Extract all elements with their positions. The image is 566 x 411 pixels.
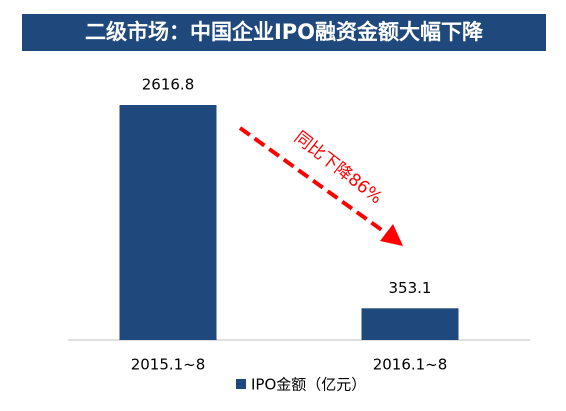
annotation-arrow	[238, 126, 392, 238]
x-tick-label: 2016.1~8	[373, 356, 448, 374]
value-label: 353.1	[389, 279, 432, 297]
title-banner	[22, 14, 546, 51]
arrow-head	[380, 224, 403, 246]
value-label: 2616.8	[142, 76, 195, 94]
chart-title: 二级市场：中国企业IPO融资金额大幅下降	[85, 20, 484, 44]
bar	[119, 105, 217, 340]
bar	[361, 308, 459, 340]
legend-swatch	[236, 379, 246, 389]
x-tick-label: 2015.1~8	[131, 356, 206, 374]
legend-label: IPO金额（亿元）	[251, 376, 366, 394]
